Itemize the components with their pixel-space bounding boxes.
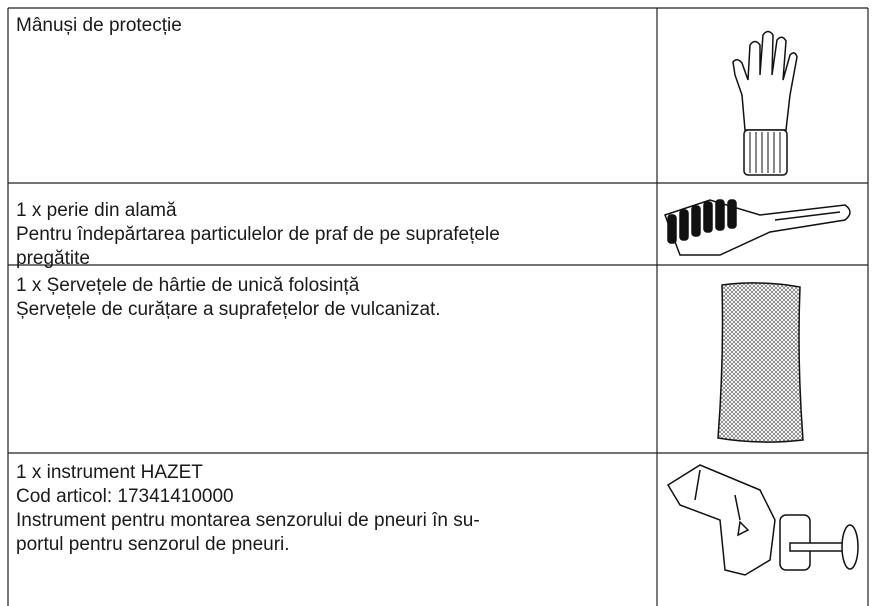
cell-line: 1 x Șervețele de hârtie de unică folosin…	[16, 275, 360, 296]
cell-line: pregătite	[16, 248, 90, 269]
cell-line: Șervețele de curățare a suprafețelor de …	[16, 299, 441, 320]
row-1-text: 1 x perie din alamă Pentru îndepărtarea p…	[16, 199, 646, 271]
cell-line: 1 x instrument HAZET	[16, 462, 203, 483]
tool-icon	[666, 464, 859, 576]
cell-line: Instrument pentru montarea senzorului de…	[16, 510, 480, 531]
napkin-icon	[717, 282, 804, 443]
glove-icon	[732, 30, 798, 176]
row-0-text: Mânuși de protecție	[16, 14, 646, 38]
row-2-text: 1 x Șervețele de hârtie de unică folosin…	[16, 274, 646, 322]
brush-icon	[664, 199, 851, 256]
row-3-text: 1 x instrument HAZET Cod articol: 1734141…	[16, 461, 646, 557]
cell-line: 1 x perie din alamă	[16, 200, 177, 221]
cell-line: Mânuși de protecție	[16, 15, 182, 36]
cell-line: Cod articol: 17341410000	[16, 486, 234, 507]
cell-line: Pentru îndepărtarea particulelor de praf…	[16, 224, 500, 245]
cell-line: portul pentru senzorul de pneuri.	[16, 534, 290, 555]
